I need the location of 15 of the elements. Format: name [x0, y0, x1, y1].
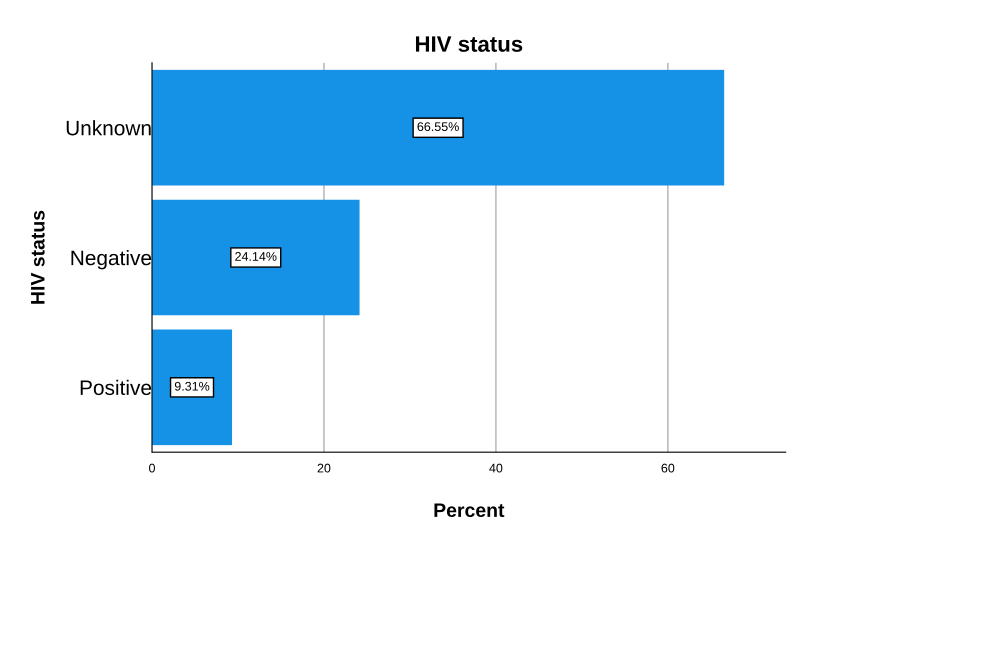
x-axis-title: Percent	[434, 503, 504, 518]
x-tick-label: 40	[489, 464, 502, 473]
y-tick-label: Negative	[71, 250, 152, 270]
y-tick-label: Positive	[80, 380, 152, 396]
x-tick-label: 20	[318, 464, 330, 473]
bar	[152, 70, 724, 186]
x-tick-label: 60	[662, 464, 674, 473]
data-label: 9.31%	[174, 382, 210, 391]
y-tick-label: Unknown	[66, 120, 151, 136]
bar	[152, 200, 360, 316]
chart-title: HIV status	[416, 36, 522, 52]
x-tick-label: 0	[149, 464, 155, 473]
data-label: 24.14%	[235, 252, 277, 261]
data-label: 66.55%	[418, 122, 459, 132]
y-axis-title: HIV status	[31, 210, 45, 304]
